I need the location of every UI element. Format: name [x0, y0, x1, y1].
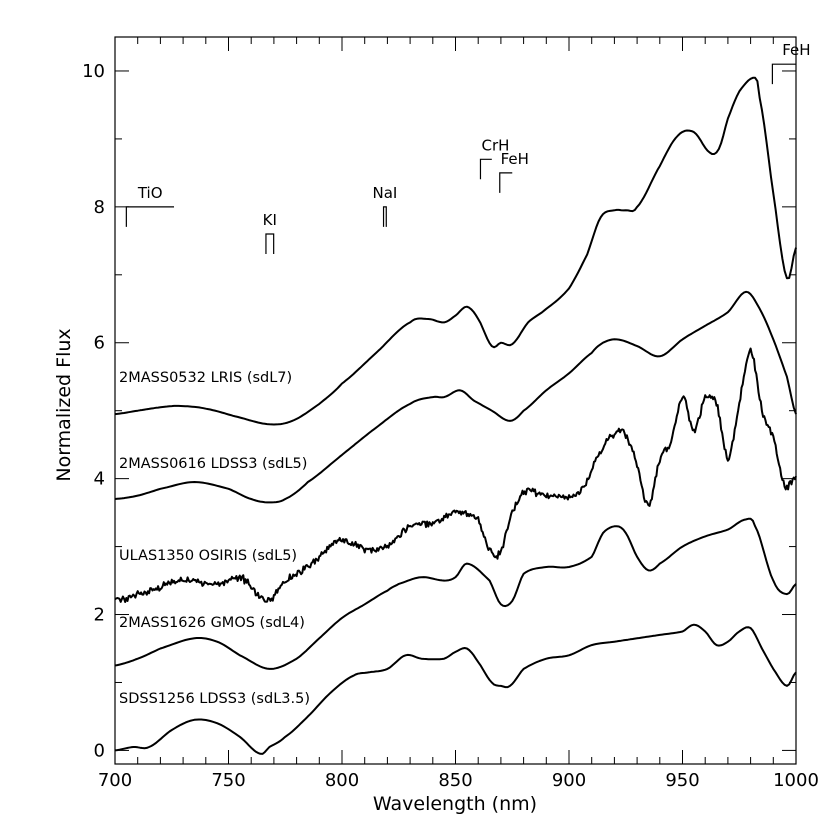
x-tick-label: 750 — [211, 770, 245, 791]
series-label-4: 2MASS1626 GMOS (sdL4) — [119, 615, 305, 631]
series-line-4 — [114, 517, 797, 670]
feature-label-3: NaI — [372, 184, 397, 202]
series-label-3: ULAS1350 OSIRIS (sdL5) — [119, 548, 297, 564]
series-lines — [114, 76, 797, 755]
axis-ticks: 700 750 800 850 900 950 1000 0 2 4 6 8 10 — [82, 37, 819, 791]
feature-bracket-6 — [771, 63, 796, 85]
x-tick-label: 850 — [438, 770, 472, 791]
feature-label-4: CrH — [482, 136, 510, 154]
feature-label-1: TiO — [137, 184, 163, 202]
x-tick-label: 1000 — [773, 770, 819, 791]
feature-label-5: FeH — [501, 150, 529, 168]
x-axis-title: Wavelength (nm) — [373, 793, 537, 815]
feature-doublet-2 — [265, 233, 275, 255]
y-tick-label: 4 — [94, 469, 105, 490]
x-tick-label: 800 — [325, 770, 359, 791]
x-tick-label: 700 — [98, 770, 132, 791]
series-label-5: SDSS1256 LDSS3 (sdL3.5) — [119, 691, 310, 707]
series-label-1: 2MASS0532 LRIS (sdL7) — [119, 370, 292, 386]
y-tick-label: 8 — [94, 197, 105, 218]
feature-bracket-1 — [125, 206, 175, 227]
series-line-1 — [114, 76, 797, 426]
y-tick-label: 2 — [94, 605, 105, 626]
y-axis-title: Normalized Flux — [53, 328, 75, 481]
feature-bracket-5 — [499, 172, 513, 193]
series-line-5 — [114, 623, 797, 755]
plot-border — [114, 36, 797, 765]
y-tick-label: 6 — [94, 333, 105, 354]
feature-label-2: KI — [263, 211, 277, 229]
x-tick-label: 900 — [552, 770, 586, 791]
series-label-2: 2MASS0616 LDSS3 (sdL5) — [119, 456, 307, 472]
series-line-2 — [114, 290, 797, 504]
series-labels: 2MASS0532 LRIS (sdL7) 2MASS0616 LDSS3 (sd… — [119, 370, 310, 707]
series-line-3 — [114, 347, 797, 603]
y-tick-label: 10 — [82, 61, 105, 82]
plot-frame — [114, 36, 797, 765]
feature-label-6: FeH — [782, 41, 810, 59]
feature-doublet-3 — [382, 206, 387, 227]
y-tick-label: 0 — [94, 740, 105, 761]
feature-bracket-4 — [479, 158, 492, 180]
x-tick-label: 950 — [665, 770, 699, 791]
